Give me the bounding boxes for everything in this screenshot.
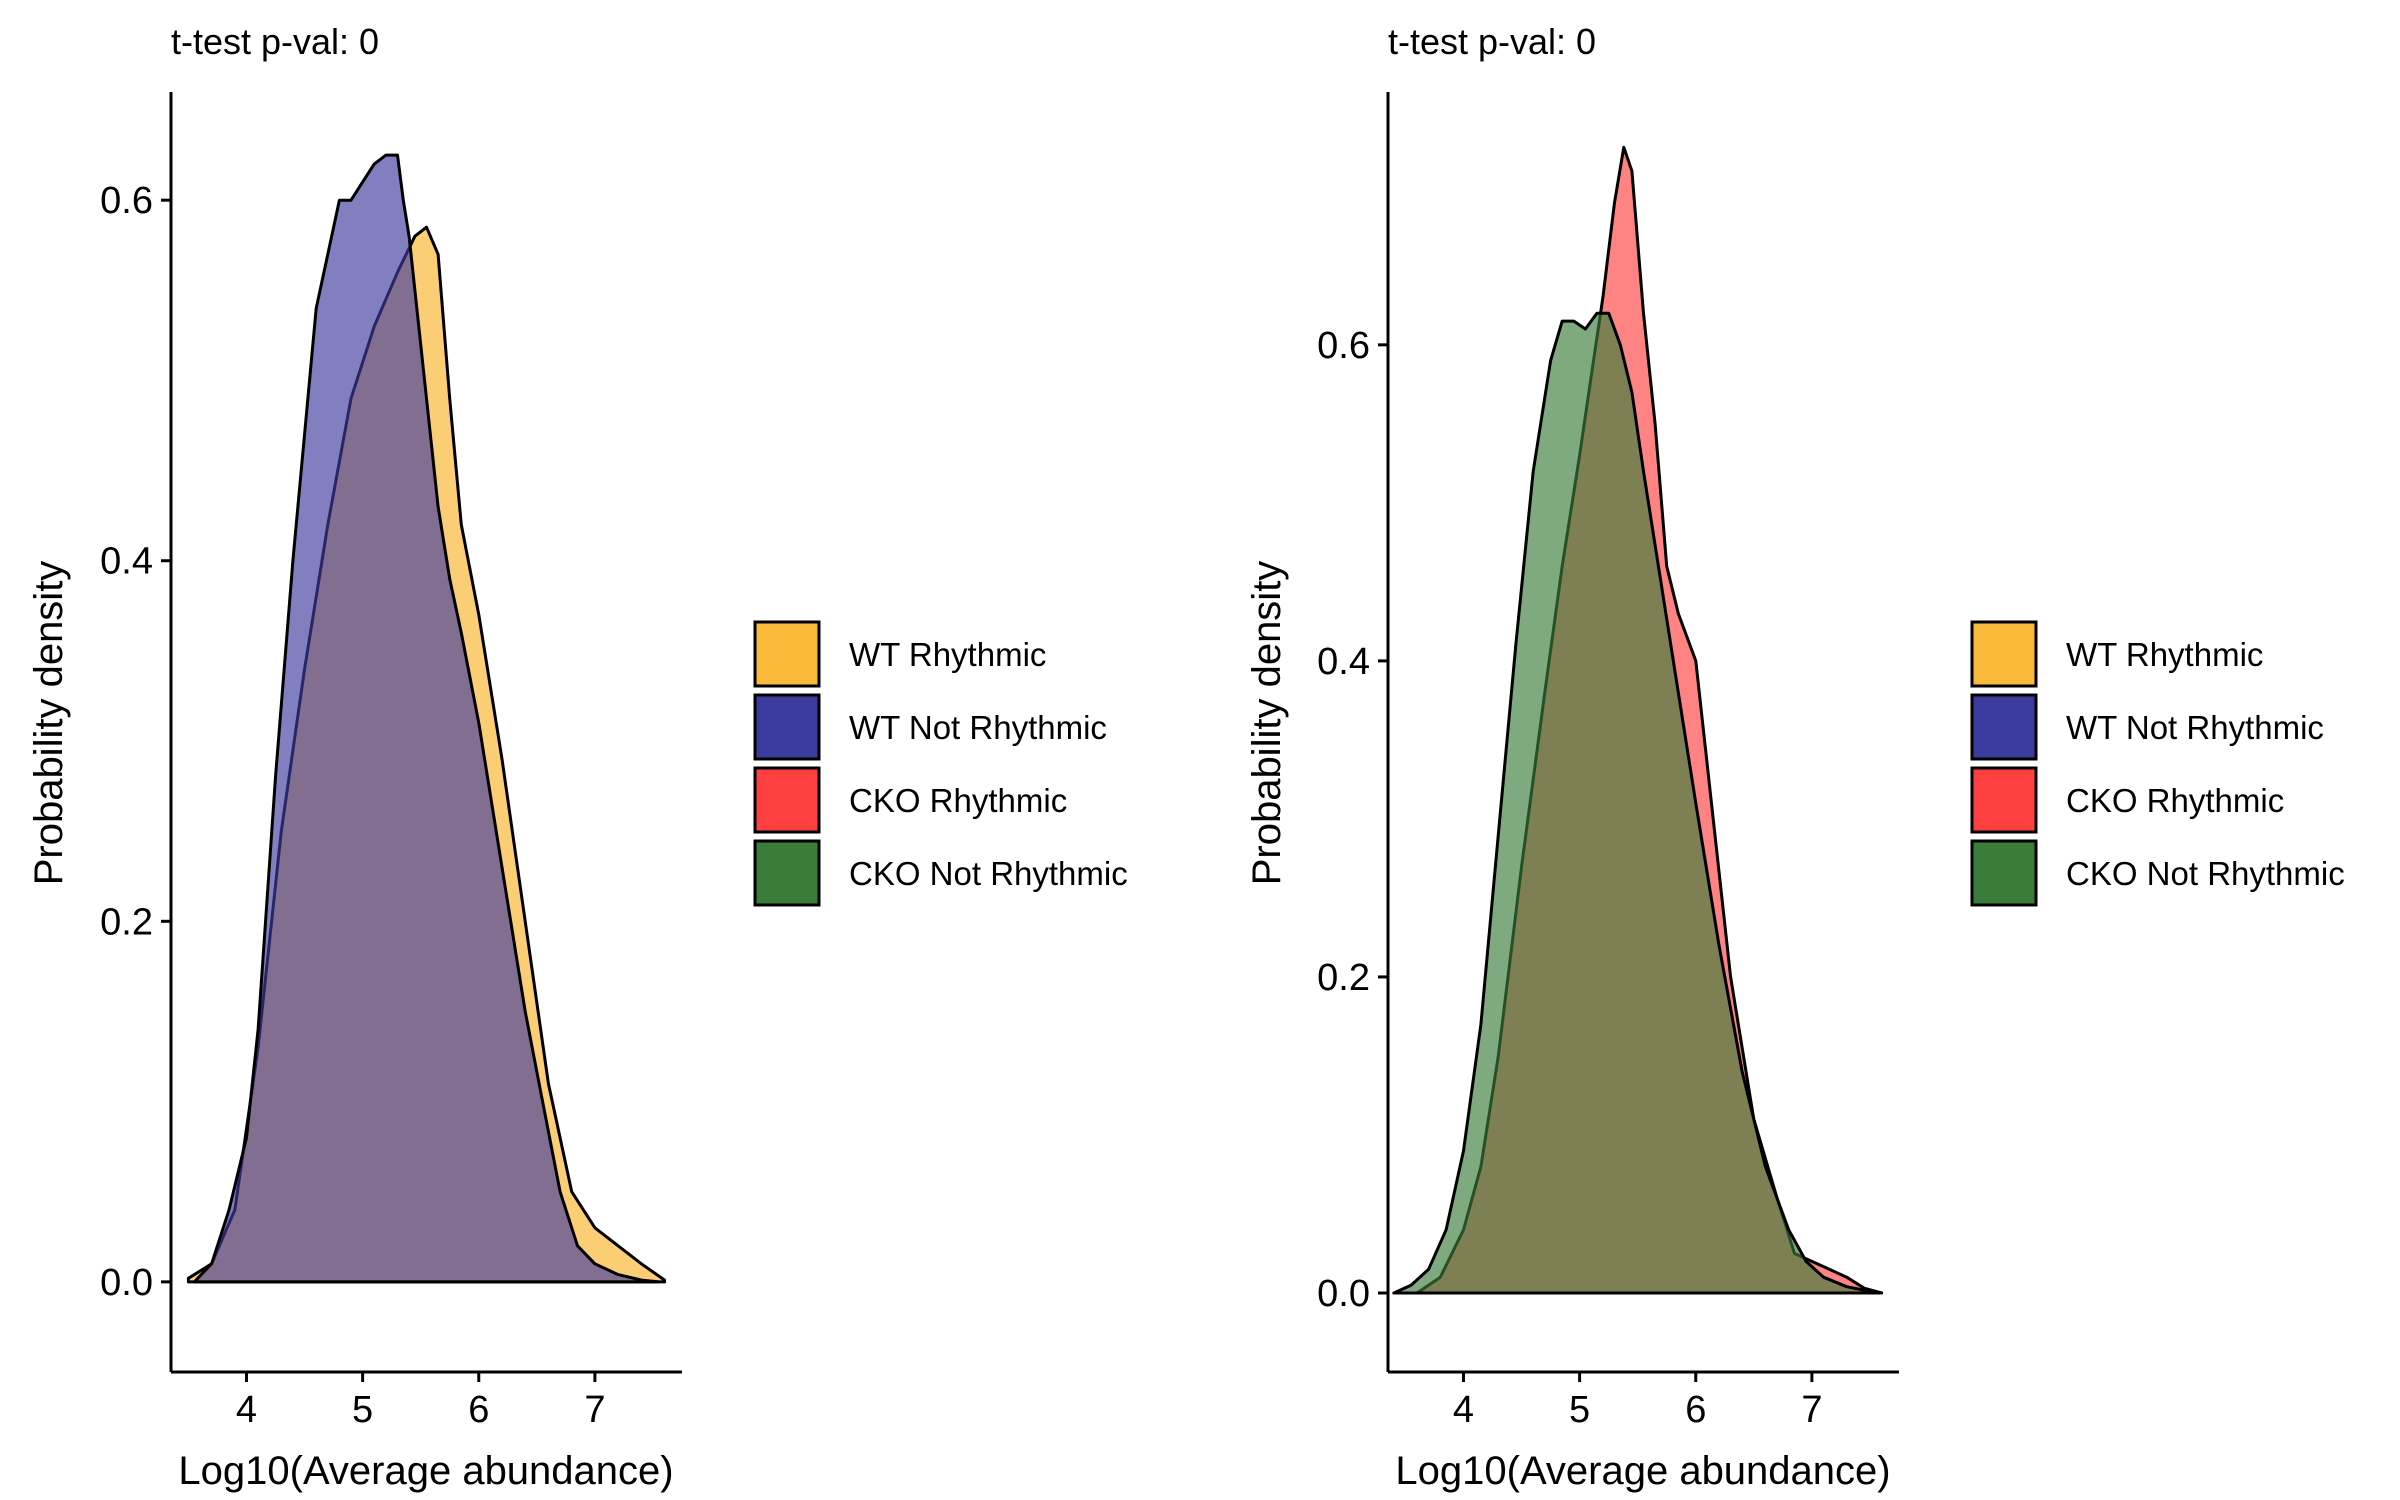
legend-swatch-wt-not-rhythmic [1970, 693, 2038, 761]
panel-title: t-test p-val: 0 [171, 21, 379, 62]
panel-left: t-test p-val: 0 0.0 0.2 0.4 0.6 4 5 6 7 Log10(… [27, 21, 1128, 1493]
x-tick-label: 7 [584, 1389, 605, 1431]
legend-swatch-cko-rhythmic [1970, 766, 2038, 834]
y-tick-label: 0.4 [100, 541, 153, 583]
legend-label-wt-not-rhythmic: WT Not Rhythmic [2066, 709, 2324, 746]
x-axis-title: Log10(Average abundance) [178, 1449, 673, 1493]
legend-label-cko-rhythmic: CKO Rhythmic [2066, 782, 2284, 819]
y-tick-label: 0.4 [1317, 641, 1370, 683]
plot-area [186, 153, 667, 1284]
x-axis-title: Log10(Average abundance) [1395, 1449, 1890, 1493]
legend-label-cko-rhythmic: CKO Rhythmic [849, 782, 1067, 819]
y-tick-label: 0.6 [100, 180, 153, 222]
legend-swatch-cko-not-rhythmic [1970, 839, 2038, 907]
density-cko-not-rhythmic [1392, 311, 1884, 1295]
y-tick-label: 0.6 [1317, 325, 1370, 367]
y-axis: 0.0 0.2 0.4 0.6 [1317, 92, 1390, 1372]
x-tick-label: 6 [468, 1389, 489, 1431]
legend-label-cko-not-rhythmic: CKO Not Rhythmic [849, 855, 1128, 892]
x-axis: 4 5 6 7 [171, 1370, 682, 1431]
density-wt-not-rhythmic [192, 153, 661, 1284]
legend-label-wt-rhythmic: WT Rhythmic [2066, 636, 2263, 673]
x-tick-label: 5 [1569, 1389, 1590, 1431]
y-axis: 0.0 0.2 0.4 0.6 [100, 92, 173, 1372]
x-axis: 4 5 6 7 [1388, 1370, 1899, 1431]
panel-title: t-test p-val: 0 [1388, 21, 1596, 62]
legend-swatch-wt-rhythmic [1970, 620, 2038, 688]
y-axis-title: Probability density [1245, 561, 1289, 886]
x-tick-label: 5 [352, 1389, 373, 1431]
x-tick-label: 7 [1801, 1389, 1822, 1431]
plot-area [1392, 145, 1884, 1295]
x-tick-label: 4 [1453, 1389, 1474, 1431]
panel-right: t-test p-val: 0 0.0 0.2 0.4 0.6 4 5 6 7 Log10(… [1245, 21, 2345, 1493]
y-tick-label: 0.2 [100, 901, 153, 943]
legend-swatch-cko-not-rhythmic [753, 839, 821, 907]
legend-swatch-cko-rhythmic [753, 766, 821, 834]
x-tick-label: 6 [1685, 1389, 1706, 1431]
y-tick-label: 0.2 [1317, 957, 1370, 999]
legend: WT Rhythmic WT Not Rhythmic CKO Rhythmic CK… [753, 620, 1128, 907]
y-tick-label: 0.0 [1317, 1273, 1370, 1315]
legend-label-wt-rhythmic: WT Rhythmic [849, 636, 1046, 673]
legend: WT Rhythmic WT Not Rhythmic CKO Rhythmic CK… [1970, 620, 2345, 907]
y-axis-title: Probability density [27, 561, 71, 886]
legend-swatch-wt-not-rhythmic [753, 693, 821, 761]
x-tick-label: 4 [236, 1389, 257, 1431]
y-tick-label: 0.0 [100, 1262, 153, 1304]
legend-label-wt-not-rhythmic: WT Not Rhythmic [849, 709, 1107, 746]
legend-label-cko-not-rhythmic: CKO Not Rhythmic [2066, 855, 2345, 892]
legend-swatch-wt-rhythmic [753, 620, 821, 688]
